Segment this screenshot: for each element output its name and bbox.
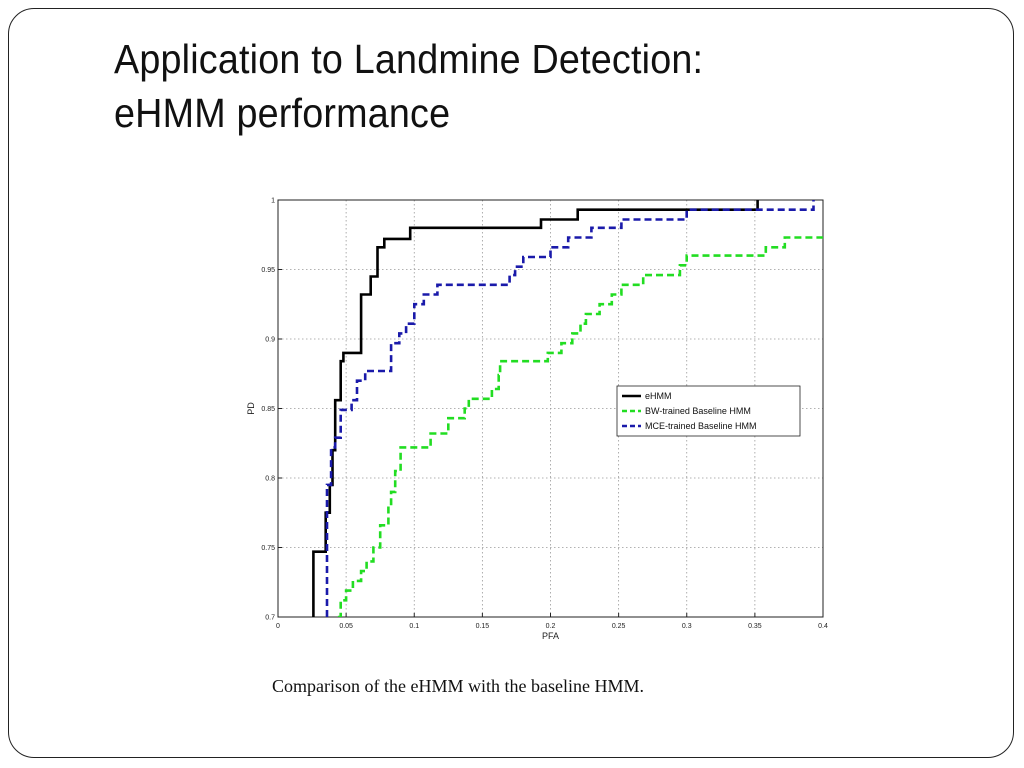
x-tick-label: 0.2 bbox=[546, 623, 556, 630]
legend-label-0: eHMM bbox=[645, 391, 672, 401]
slide-title-line-1: Application to Landmine Detection: bbox=[114, 36, 704, 82]
x-tick-label: 0.05 bbox=[339, 623, 353, 630]
series-line-1 bbox=[337, 236, 823, 617]
y-axis-label: PD bbox=[246, 402, 256, 415]
y-tick-label: 0.7 bbox=[265, 615, 275, 622]
slide-frame bbox=[8, 8, 1014, 758]
x-tick-label: 0.25 bbox=[612, 623, 626, 630]
legend-label-1: BW-trained Baseline HMM bbox=[645, 406, 751, 416]
x-tick-label: 0.35 bbox=[748, 623, 762, 630]
x-tick-label: 0.15 bbox=[476, 623, 490, 630]
series-line-0 bbox=[312, 200, 759, 617]
y-tick-label: 0.95 bbox=[261, 267, 275, 274]
slide-title: Application to Landmine Detection: eHMM … bbox=[114, 32, 905, 140]
x-tick-label: 0 bbox=[276, 623, 280, 630]
pd-vs-pfa-chart: 0 0.05 0.1 0.15 0.2 0.25 0.3 0.35 0.4 0.7 0.75 0.8 0… bbox=[246, 198, 828, 642]
y-tick-label: 0.8 bbox=[265, 476, 275, 483]
x-tick-label: 0.1 bbox=[409, 623, 419, 630]
y-tick-label: 0.85 bbox=[261, 406, 275, 413]
figure-caption: Comparison of the eHMM with the baseline… bbox=[272, 676, 644, 696]
slide-title-line-2: eHMM performance bbox=[114, 90, 451, 136]
x-axis-label: PFA bbox=[542, 631, 559, 641]
legend-label-2: MCE-trained Baseline HMM bbox=[645, 421, 757, 431]
y-tick-label: 1 bbox=[271, 198, 275, 205]
y-tick-label: 0.9 bbox=[265, 337, 275, 344]
y-tick-label: 0.75 bbox=[261, 545, 275, 552]
x-tick-label: 0.4 bbox=[818, 623, 828, 630]
legend-box bbox=[616, 385, 801, 437]
x-tick-label: 0.3 bbox=[682, 623, 692, 630]
series-line-2 bbox=[325, 200, 815, 617]
